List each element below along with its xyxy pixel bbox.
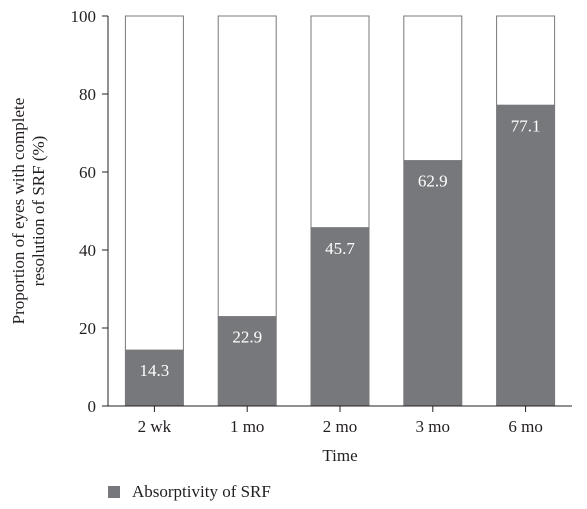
y-axis-title-line: resolution of SRF (%) — [29, 136, 48, 287]
x-tick-label: 2 mo — [323, 417, 357, 436]
x-tick-label: 6 mo — [508, 417, 542, 436]
bars: 14.3 22.9 45.7 62.9 77.1 — [124, 15, 556, 407]
x-axis: 2 wk 1 mo 2 mo 3 mo 6 mo — [108, 405, 572, 436]
bar-data-label: 62.9 — [418, 172, 448, 191]
bar-remainder — [217, 15, 277, 318]
bar-remainder — [496, 15, 556, 106]
y-axis-title: Proportion of eyes with completeresoluti… — [9, 98, 48, 325]
legend-label: Absorptivity of SRF — [132, 482, 271, 501]
bar — [403, 160, 463, 407]
x-axis-title: Time — [322, 446, 357, 465]
bar — [496, 104, 556, 407]
bar-data-label: 14.3 — [140, 361, 170, 380]
y-tick-label: 0 — [88, 397, 97, 416]
bar — [217, 316, 277, 407]
y-tick-label: 100 — [71, 7, 97, 26]
y-tick-label: 80 — [79, 85, 96, 104]
legend: Absorptivity of SRF — [108, 482, 271, 502]
y-tick-label: 40 — [79, 241, 96, 260]
bar-data-label: 22.9 — [232, 328, 262, 347]
bar-remainder — [124, 15, 184, 351]
bar-chart: 0 20 40 60 80 100 14.3 22.9 45.7 62.9 77.1 2 wk 1 … — [9, 7, 572, 465]
y-axis-title-line: Proportion of eyes with complete — [9, 98, 28, 325]
bar-remainder — [403, 15, 463, 162]
bar-data-label: 77.1 — [511, 116, 541, 135]
y-tick-label: 20 — [79, 319, 96, 338]
x-tick-label: 1 mo — [230, 417, 264, 436]
legend-swatch — [108, 486, 120, 498]
y-axis: 0 20 40 60 80 100 — [71, 7, 109, 416]
bar-data-label: 45.7 — [325, 239, 355, 258]
bar — [310, 227, 370, 407]
x-tick-label: 3 mo — [416, 417, 450, 436]
x-tick-label: 2 wk — [138, 417, 172, 436]
y-tick-label: 60 — [79, 163, 96, 182]
bar-remainder — [310, 15, 370, 229]
